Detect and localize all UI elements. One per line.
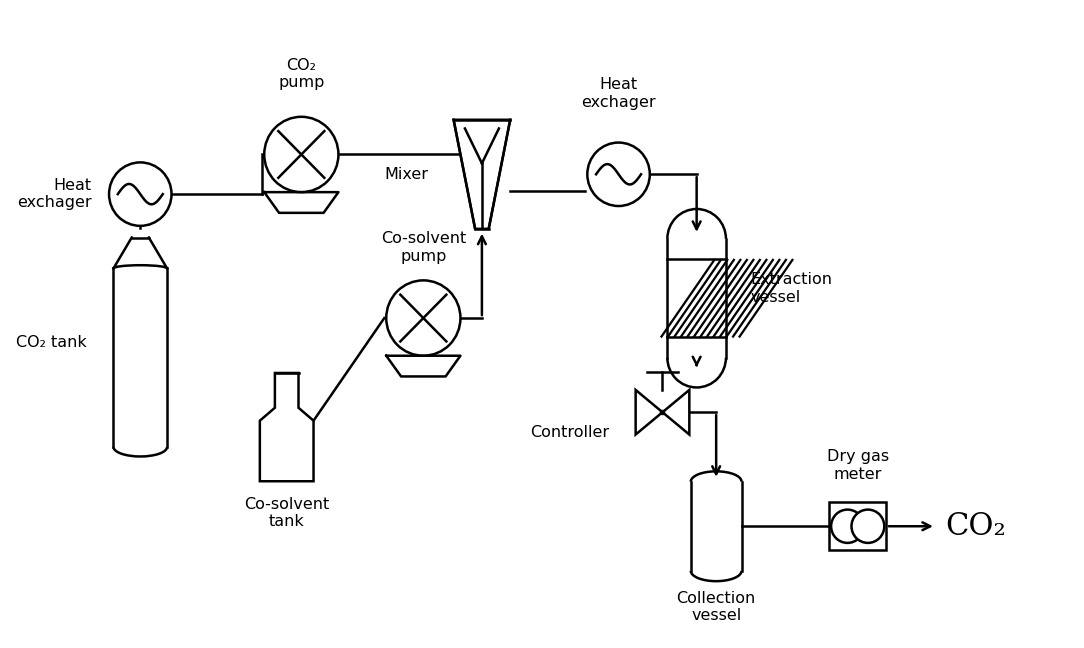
Text: Mixer: Mixer: [384, 167, 428, 182]
Circle shape: [264, 117, 338, 192]
Text: Controller: Controller: [530, 424, 609, 439]
Text: Collection
vessel: Collection vessel: [676, 591, 756, 623]
Bar: [829, 502, 886, 550]
Polygon shape: [260, 373, 313, 481]
Circle shape: [831, 509, 864, 543]
Text: Heat
exchager: Heat exchager: [17, 178, 91, 211]
Text: Co-solvent
tank: Co-solvent tank: [244, 496, 330, 529]
Circle shape: [588, 143, 649, 206]
Text: CO₂: CO₂: [945, 511, 1006, 542]
Text: Extraction
vessel: Extraction vessel: [750, 272, 833, 305]
Circle shape: [386, 281, 461, 356]
Polygon shape: [635, 390, 662, 435]
Text: CO₂ tank: CO₂ tank: [16, 335, 87, 351]
Text: CO₂
pump: CO₂ pump: [279, 58, 324, 90]
Circle shape: [852, 509, 885, 543]
Polygon shape: [662, 390, 689, 435]
Text: Co-solvent
pump: Co-solvent pump: [380, 231, 466, 264]
Text: Dry gas
meter: Dry gas meter: [827, 449, 889, 481]
Circle shape: [109, 163, 171, 226]
Polygon shape: [453, 120, 511, 229]
Text: Heat
exchager: Heat exchager: [581, 78, 656, 110]
